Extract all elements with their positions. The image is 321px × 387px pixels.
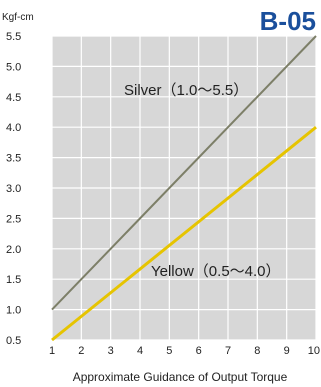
y-tick-label: 3.0 — [6, 183, 21, 195]
y-tick-label: 4.5 — [6, 92, 21, 104]
y-tick-label: 5.5 — [6, 31, 21, 43]
x-tick-label: 10 — [308, 345, 320, 357]
series-lines — [51, 35, 317, 342]
x-tick-label: 5 — [166, 345, 172, 357]
y-tick-label: 1.5 — [6, 274, 21, 286]
x-tick-label: 8 — [254, 345, 260, 357]
x-tick-label: 9 — [284, 345, 290, 357]
y-tick-label: 4.0 — [6, 122, 21, 134]
x-tick-label: 2 — [78, 345, 84, 357]
x-axis-label: Approximate Guidance of Output Torque — [73, 370, 288, 384]
y-tick-labels: 0.5 1.0 1.5 2.0 2.5 3.0 3.5 4.0 4.5 5.0 5.5 — [6, 31, 21, 347]
silver-series-label: Silver（1.0～5.5） — [124, 82, 248, 99]
y-tick-label: 2.5 — [6, 213, 21, 225]
yellow-series-label: Yellow（0.5～4.0） — [151, 263, 281, 280]
x-tick-label: 1 — [49, 345, 55, 357]
chart-title: B-05 — [260, 6, 316, 36]
y-tick-label: 3.5 — [6, 153, 21, 165]
series-line-yellow — [51, 126, 317, 342]
x-tick-labels: 1 2 3 4 5 6 7 8 9 10 — [49, 345, 320, 357]
y-tick-label: 2.0 — [6, 244, 21, 256]
y-unit-label: Kgf-cm — [2, 12, 34, 23]
grid-lines — [51, 35, 317, 341]
y-tick-label: 1.0 — [6, 305, 21, 317]
series-line-silver — [51, 35, 317, 311]
x-tick-label: 3 — [108, 345, 114, 357]
x-tick-label: 6 — [196, 345, 202, 357]
y-tick-label: 5.0 — [6, 61, 21, 73]
x-tick-label: 7 — [225, 345, 231, 357]
y-tick-label: 0.5 — [6, 335, 21, 347]
x-tick-label: 4 — [137, 345, 143, 357]
